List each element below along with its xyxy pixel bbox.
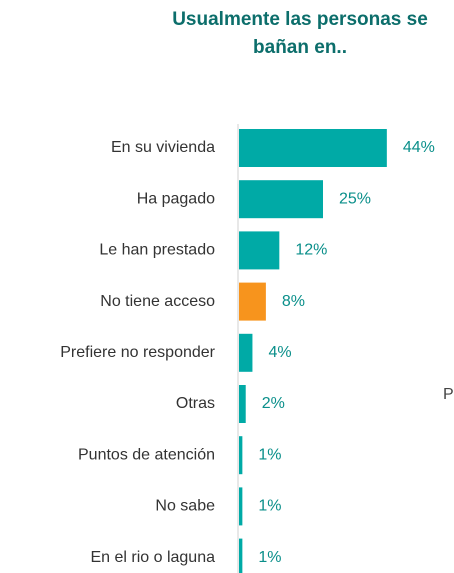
value-label: 1% [258,498,281,515]
category-label: No sabe [155,498,215,515]
value-label: 12% [295,242,327,259]
bar [239,538,243,573]
value-label: 1% [258,446,281,463]
category-label: Le han prestado [99,242,215,259]
bar [239,282,266,321]
chart-title: Usualmente las personas se bañan en.. [172,9,428,58]
bar [239,129,387,167]
bar [239,436,243,475]
value-label: 2% [262,395,285,412]
category-label: En su vivienda [111,139,215,156]
category-label: En el rio o laguna [90,549,215,566]
bar [239,385,246,423]
value-label: 4% [268,344,291,361]
annotation: P [443,386,454,403]
bar [239,180,323,219]
bar [239,487,243,526]
value-label: 8% [282,293,305,310]
bar [239,231,280,270]
value-label: 44% [403,139,435,156]
bar [239,333,253,372]
category-label: No tiene acceso [100,293,215,310]
category-label: Prefiere no responder [60,344,215,361]
value-label: 25% [339,190,371,207]
category-label: Otras [176,395,215,412]
value-label: 1% [258,549,281,566]
category-label: Ha pagado [137,190,215,207]
category-label: Puntos de atención [78,446,215,463]
